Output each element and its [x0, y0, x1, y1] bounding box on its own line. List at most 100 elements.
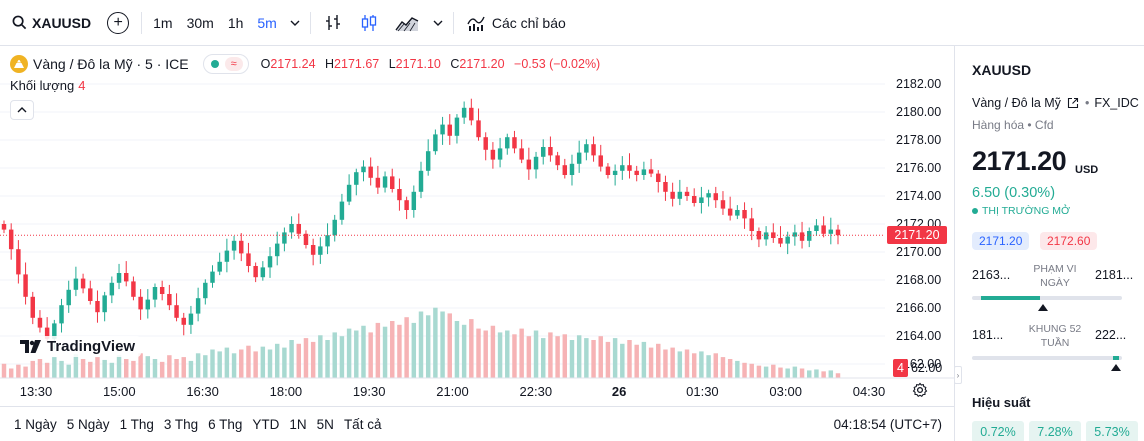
- volume-bar: [282, 347, 287, 378]
- volume-bar: [59, 360, 64, 378]
- last-volume-badge: 4: [893, 359, 908, 377]
- volume-bar: [224, 347, 230, 378]
- interval-30m[interactable]: 30m: [186, 14, 214, 31]
- candle-body: [533, 156, 539, 170]
- performance-value[interactable]: 7.28%: [1029, 421, 1081, 441]
- volume-bar: [648, 347, 654, 378]
- chart-settings-gear-icon[interactable]: [912, 382, 928, 401]
- volume-bar: [576, 335, 582, 378]
- volume-bar: [95, 357, 100, 378]
- price-axis-label: 2180.00: [896, 105, 941, 119]
- candle-body: [799, 232, 805, 241]
- candle-body: [440, 124, 445, 135]
- volume-bar: [612, 338, 618, 378]
- candle-body: [519, 148, 524, 160]
- legend-collapse-button[interactable]: [10, 100, 34, 120]
- range-3m[interactable]: 3 Thg: [163, 416, 199, 432]
- range-5y[interactable]: 5N: [316, 416, 334, 432]
- area-style-icon[interactable]: [387, 0, 427, 46]
- candles-style-icon[interactable]: [351, 0, 387, 46]
- volume-bar: [203, 355, 208, 378]
- tradingview-logo[interactable]: TradingView: [18, 336, 142, 357]
- interval-dropdown-chevron-icon[interactable]: [284, 0, 306, 46]
- candle-body: [123, 273, 129, 282]
- volume-bar: [296, 343, 302, 378]
- interval-1h[interactable]: 1h: [227, 14, 244, 31]
- volume-bar: [476, 328, 481, 378]
- panel-collapse-chevron-icon[interactable]: ›: [954, 366, 962, 384]
- range-ytd[interactable]: YTD: [252, 416, 280, 432]
- range-1d[interactable]: 1 Ngày: [14, 416, 57, 432]
- interval-1m[interactable]: 1m: [153, 14, 173, 31]
- open-label: O: [260, 57, 271, 71]
- timezone-clock[interactable]: 04:18:54 (UTC+7): [833, 417, 942, 432]
- chart-style-dropdown-chevron-icon[interactable]: [427, 0, 449, 46]
- market-status-pill[interactable]: ≈: [202, 54, 249, 74]
- volume-bar: [80, 359, 86, 378]
- bar-style-icon[interactable]: [315, 0, 351, 46]
- week52-range-label: KHUNG 52 TUẦN: [1028, 323, 1082, 349]
- volume-bar: [274, 343, 280, 378]
- external-link-icon[interactable]: [1067, 97, 1079, 109]
- volume-bar: [440, 311, 445, 378]
- chart-pane[interactable]: 2182.00 2180.00 2178.00 2176.00 2174.00 2172.…: [0, 46, 955, 406]
- panel-exchange[interactable]: FX_IDC: [1094, 96, 1139, 110]
- day-range-fill: [981, 296, 1040, 300]
- volume-bar: [505, 330, 510, 378]
- volume-bar: [318, 335, 323, 378]
- range-all[interactable]: Tất cả: [343, 416, 382, 432]
- volume-axis-value: 62.00: [910, 361, 943, 375]
- candle-body: [490, 149, 496, 160]
- volume-bar: [325, 340, 330, 378]
- candle-body: [497, 148, 503, 160]
- volume-bar: [713, 353, 719, 378]
- volume-bar: [253, 351, 258, 378]
- volume-bar: [109, 362, 115, 378]
- candle-body: [231, 240, 237, 251]
- volume-bar: [785, 368, 790, 378]
- volume-bar: [210, 349, 215, 378]
- range-5d[interactable]: 5 Ngày: [66, 416, 110, 432]
- volume-bar: [519, 328, 524, 378]
- symbol-search-button[interactable]: XAUUSD: [0, 0, 99, 46]
- range-6m[interactable]: 6 Thg: [208, 416, 243, 432]
- volume-bar: [461, 324, 467, 378]
- volume-bar: [159, 361, 165, 378]
- low-label: L: [388, 57, 396, 71]
- volume-bar: [188, 360, 194, 378]
- day-range-label: PHẠM VI NGÀY: [1033, 263, 1077, 289]
- top-toolbar: XAUUSD + 1m 30m 1h 5m Các chỉ báo: [0, 0, 1144, 46]
- candle-body: [274, 243, 280, 257]
- candle-body: [1, 224, 7, 230]
- volume-bar: [821, 371, 826, 378]
- open-value: 2171.24: [270, 57, 316, 71]
- performance-value[interactable]: 0.72%: [972, 421, 1024, 441]
- market-status-label: THỊ TRƯỜNG MỞ: [982, 205, 1071, 217]
- candle-body: [684, 191, 690, 196]
- range-1m[interactable]: 1 Thg: [119, 416, 154, 432]
- day-range-high: 2181...: [1095, 268, 1134, 282]
- candle-body: [612, 170, 618, 175]
- volume-label[interactable]: Khối lượng: [10, 78, 75, 93]
- symbol-label: XAUUSD: [32, 14, 92, 31]
- price-chart[interactable]: 2182.002180.002178.002176.002174.002172.…: [0, 46, 955, 406]
- candle-body: [512, 137, 517, 149]
- interval-5m[interactable]: 5m: [257, 14, 277, 31]
- candle-body: [66, 289, 71, 306]
- candle-body: [785, 236, 790, 244]
- volume-bar: [152, 359, 158, 378]
- last-price-badge: 2171.20: [887, 226, 947, 245]
- candle-body: [576, 152, 582, 164]
- volume-bar: [303, 338, 309, 378]
- volume-bar: [145, 356, 151, 378]
- candle-body: [483, 137, 488, 150]
- range-1y[interactable]: 1N: [289, 416, 307, 432]
- candle-body: [591, 144, 596, 156]
- performance-value[interactable]: 5.73%: [1086, 421, 1138, 441]
- search-icon: [12, 15, 27, 30]
- add-symbol-button[interactable]: +: [107, 11, 130, 34]
- indicators-button[interactable]: Các chỉ báo: [458, 0, 574, 46]
- candle-body: [404, 200, 409, 210]
- candle-body: [663, 182, 668, 192]
- legend-symbol-title[interactable]: Vàng / Đô la Mỹ · 5 · ICE: [33, 56, 189, 72]
